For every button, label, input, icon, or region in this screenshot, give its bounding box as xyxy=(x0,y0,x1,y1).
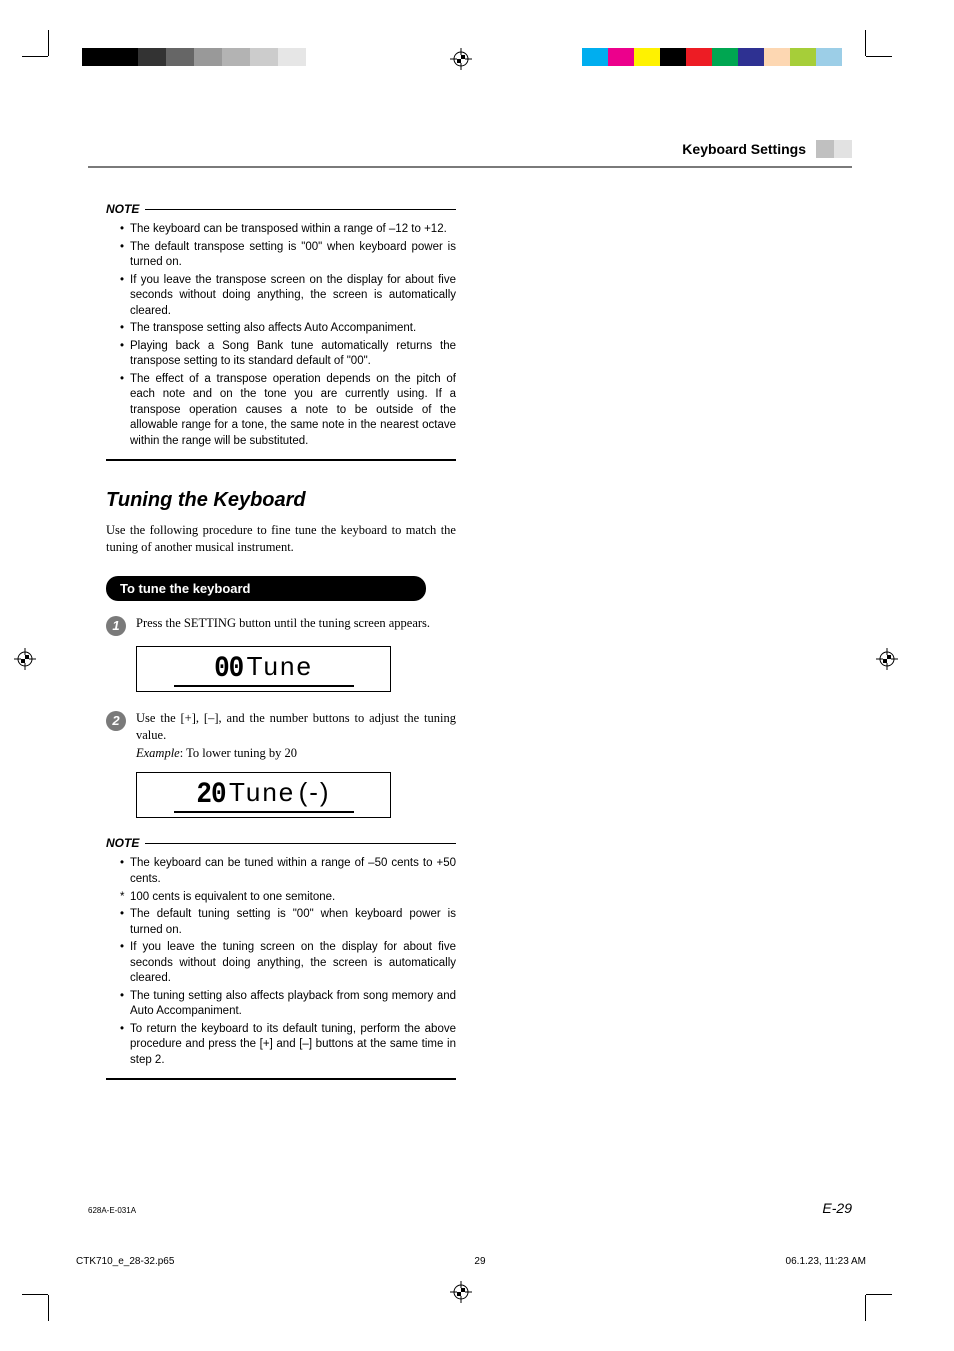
print-slug: CTK710_e_28-32.p65 29 06.1.23, 11:23 AM xyxy=(76,1256,866,1267)
step-number-icon: 2 xyxy=(106,711,126,731)
crop-mark xyxy=(48,30,49,56)
swatch xyxy=(712,48,738,66)
swatch xyxy=(166,48,194,66)
crop-mark xyxy=(865,1295,866,1321)
registration-mark-icon xyxy=(450,1281,472,1303)
header-title: Keyboard Settings xyxy=(682,141,806,157)
note-item: The default tuning setting is "00" when … xyxy=(120,907,456,938)
note-rule xyxy=(106,459,456,461)
swatch xyxy=(222,48,250,66)
swatch xyxy=(582,48,608,66)
swatch xyxy=(816,48,842,66)
note-block-transpose: NOTE The keyboard can be transposed with… xyxy=(106,202,456,461)
swatch xyxy=(194,48,222,66)
note-rule xyxy=(106,1078,456,1080)
registration-mark-icon xyxy=(14,648,36,670)
crop-mark xyxy=(48,1295,49,1321)
note-item: The transpose setting also affects Auto … xyxy=(120,321,456,337)
left-column: NOTE The keyboard can be transposed with… xyxy=(106,202,456,1080)
note-block-tuning: NOTE The keyboard can be tuned within a … xyxy=(106,836,456,1080)
swatch xyxy=(660,48,686,66)
swatch xyxy=(250,48,278,66)
registration-mark-icon xyxy=(876,648,898,670)
header-box xyxy=(834,140,852,158)
lcd-label: Tune xyxy=(247,651,313,681)
print-timestamp: 06.1.23, 11:23 AM xyxy=(786,1256,866,1267)
note-item: The keyboard can be transposed within a … xyxy=(120,222,456,238)
swatch xyxy=(686,48,712,66)
swatch xyxy=(110,48,138,66)
step-text: Use the [+], [–], and the number buttons… xyxy=(136,710,456,763)
page-footer: 628A-E-031A E-29 xyxy=(88,1200,852,1216)
swatch xyxy=(138,48,166,66)
note-item: The tuning setting also affects playback… xyxy=(120,989,456,1020)
lcd-label: Tune xyxy=(229,777,295,807)
note-label: NOTE xyxy=(106,836,456,850)
header-indicator-boxes xyxy=(816,140,852,158)
grayscale-calibration-bar xyxy=(82,48,306,66)
header-box xyxy=(816,140,834,158)
step-2: 2 Use the [+], [–], and the number butto… xyxy=(106,710,456,763)
header-rule xyxy=(88,166,852,168)
example-text: : To lower tuning by 20 xyxy=(180,746,297,760)
note-list: The keyboard can be tuned within a range… xyxy=(106,856,456,1068)
note-label: NOTE xyxy=(106,202,456,216)
procedure-heading: To tune the keyboard xyxy=(106,576,426,601)
lcd-value: 00 xyxy=(214,651,243,686)
swatch xyxy=(278,48,306,66)
crop-mark xyxy=(22,56,48,57)
step-number-icon: 1 xyxy=(106,616,126,636)
page-header: Keyboard Settings xyxy=(88,140,852,158)
step-text: Press the SETTING button until the tunin… xyxy=(136,615,456,636)
lcd-value: 20 xyxy=(196,777,225,812)
step-1: 1 Press the SETTING button until the tun… xyxy=(106,615,456,636)
note-list: The keyboard can be transposed within a … xyxy=(106,222,456,449)
swatch xyxy=(738,48,764,66)
swatch xyxy=(790,48,816,66)
crop-mark xyxy=(22,1294,48,1295)
note-item: The default transpose setting is "00" wh… xyxy=(120,240,456,271)
example-label: Example xyxy=(136,746,180,760)
note-item: The effect of a transpose operation depe… xyxy=(120,372,456,450)
footer-code: 628A-E-031A xyxy=(88,1206,136,1215)
swatch xyxy=(82,48,110,66)
print-page: 29 xyxy=(474,1256,485,1267)
swatch xyxy=(634,48,660,66)
note-item: Playing back a Song Bank tune automatica… xyxy=(120,339,456,370)
crop-mark xyxy=(866,56,892,57)
page-content: Keyboard Settings NOTE The keyboard can … xyxy=(88,140,852,1108)
footer-page-number: E-29 xyxy=(822,1200,852,1216)
note-item: If you leave the transpose screen on the… xyxy=(120,273,456,320)
color-calibration-bar xyxy=(582,48,842,66)
swatch xyxy=(764,48,790,66)
swatch xyxy=(608,48,634,66)
note-item: The keyboard can be tuned within a range… xyxy=(120,856,456,887)
lcd-display: 00 Tune xyxy=(136,646,456,692)
crop-mark xyxy=(866,1294,892,1295)
registration-mark-icon xyxy=(450,48,472,70)
lcd-display: 20 Tune (-) xyxy=(136,772,456,818)
note-sub-item: 100 cents is equivalent to one semitone. xyxy=(120,890,456,906)
crop-mark xyxy=(865,30,866,56)
section-title: Tuning the Keyboard xyxy=(106,489,456,512)
note-item: If you leave the tuning screen on the di… xyxy=(120,940,456,987)
section-intro: Use the following procedure to fine tune… xyxy=(106,522,456,556)
lcd-suffix: (-) xyxy=(299,777,331,807)
print-filename: CTK710_e_28-32.p65 xyxy=(76,1256,174,1267)
note-item: To return the keyboard to its default tu… xyxy=(120,1022,456,1069)
